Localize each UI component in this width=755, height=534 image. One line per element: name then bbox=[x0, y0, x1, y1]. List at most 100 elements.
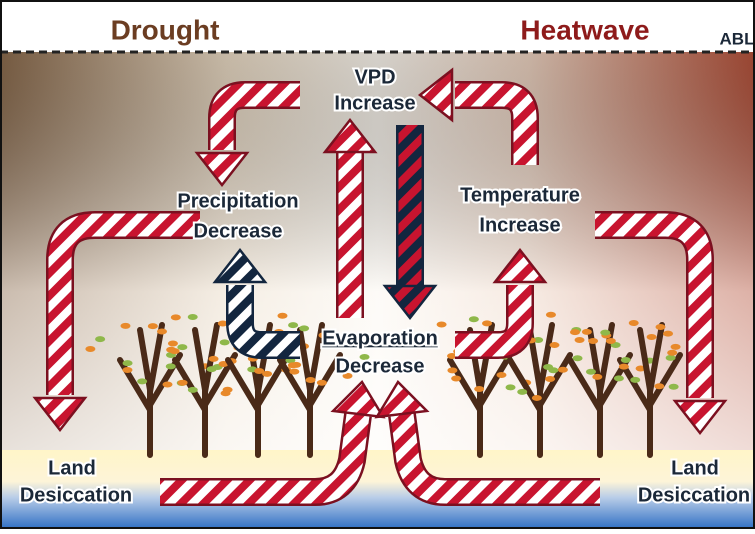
leaf bbox=[654, 383, 665, 390]
node-label: Land bbox=[671, 457, 719, 479]
node-label: Land bbox=[48, 457, 96, 479]
node-label: Desiccation bbox=[638, 484, 750, 506]
leaf bbox=[570, 329, 581, 336]
ground bbox=[0, 450, 755, 529]
leaf bbox=[531, 394, 542, 401]
leaf bbox=[187, 386, 198, 393]
leaf bbox=[318, 332, 329, 339]
leaf bbox=[122, 360, 133, 367]
node-label: Decrease bbox=[336, 355, 425, 377]
arrow-body bbox=[455, 83, 537, 165]
leaf bbox=[305, 376, 316, 383]
leaf bbox=[505, 384, 516, 391]
leaf bbox=[165, 363, 176, 370]
arrow-body bbox=[210, 83, 300, 150]
tree-trunk bbox=[617, 322, 683, 458]
leaf bbox=[177, 344, 188, 351]
tree-trunk bbox=[172, 322, 238, 458]
abl-label: ABL bbox=[720, 29, 755, 48]
leaf bbox=[668, 383, 679, 390]
leaf bbox=[670, 343, 681, 350]
leaf bbox=[277, 312, 288, 319]
arrow-head bbox=[32, 396, 88, 433]
node-label: VPD bbox=[354, 66, 395, 88]
leaf bbox=[137, 378, 148, 385]
leaf bbox=[120, 322, 131, 329]
sky-shade bbox=[0, 52, 755, 452]
heatwave-label: Heatwave bbox=[520, 14, 649, 45]
leaf bbox=[605, 338, 616, 345]
leaf bbox=[557, 366, 568, 373]
leaf bbox=[254, 367, 265, 374]
leaf bbox=[342, 372, 353, 379]
leaf bbox=[436, 321, 447, 328]
leaf bbox=[592, 373, 603, 380]
leaf bbox=[287, 362, 298, 369]
tree-trunk bbox=[507, 322, 573, 458]
leaf bbox=[655, 323, 666, 330]
leaf bbox=[451, 375, 462, 382]
node-label: Increase bbox=[334, 92, 415, 114]
drought-label: Drought bbox=[111, 14, 220, 45]
leaf bbox=[170, 314, 181, 321]
leaf bbox=[206, 366, 217, 373]
leaf bbox=[581, 328, 592, 335]
leaf bbox=[219, 339, 230, 346]
arrow-body bbox=[228, 285, 300, 357]
leaf bbox=[299, 325, 310, 332]
node-label: Decrease bbox=[194, 220, 283, 242]
leaf bbox=[208, 355, 219, 362]
leaf bbox=[288, 322, 299, 329]
arrow-head bbox=[672, 399, 728, 436]
leaf bbox=[85, 346, 96, 353]
leaf bbox=[474, 385, 485, 392]
leaf bbox=[262, 370, 273, 377]
arrow-body bbox=[455, 285, 532, 357]
leaf bbox=[667, 349, 678, 356]
arrow-body bbox=[48, 213, 200, 395]
leaf bbox=[600, 329, 611, 336]
arrow-body bbox=[595, 213, 712, 398]
leaf bbox=[620, 356, 631, 363]
leaf bbox=[363, 342, 374, 349]
leaf bbox=[496, 371, 507, 378]
leaf bbox=[482, 320, 493, 327]
leaf bbox=[545, 376, 556, 383]
leaf bbox=[585, 368, 596, 375]
node-label: Temperature bbox=[460, 184, 580, 206]
arrow-head bbox=[330, 379, 386, 419]
tree-trunk bbox=[117, 322, 183, 458]
leaf bbox=[122, 367, 133, 374]
arrow-head bbox=[417, 67, 454, 123]
trees bbox=[85, 311, 707, 458]
leaf bbox=[574, 336, 585, 343]
leaf bbox=[468, 316, 479, 323]
leaf bbox=[147, 323, 158, 330]
arrow-head bbox=[382, 284, 438, 321]
leaf bbox=[217, 320, 228, 327]
leaf bbox=[630, 376, 641, 383]
leaf bbox=[665, 354, 676, 361]
leaf bbox=[169, 348, 180, 355]
node-label: Increase bbox=[479, 214, 560, 236]
leaf bbox=[646, 334, 657, 341]
leaf bbox=[635, 365, 646, 372]
arrow-body bbox=[390, 413, 600, 504]
leaf bbox=[663, 330, 674, 337]
tree-trunk bbox=[225, 322, 291, 458]
leaf bbox=[572, 355, 583, 362]
leaf bbox=[447, 353, 458, 360]
leaf bbox=[177, 379, 188, 386]
arrow-head bbox=[492, 247, 548, 284]
leaf bbox=[162, 381, 173, 388]
node-label: Evaporation bbox=[322, 327, 438, 349]
leaf bbox=[588, 338, 599, 345]
leaf bbox=[628, 320, 639, 327]
arrow-head bbox=[374, 379, 430, 419]
arrow-head bbox=[212, 247, 268, 284]
leaf bbox=[517, 388, 528, 395]
leaf bbox=[95, 336, 106, 343]
node-label: Precipitation bbox=[177, 190, 298, 212]
